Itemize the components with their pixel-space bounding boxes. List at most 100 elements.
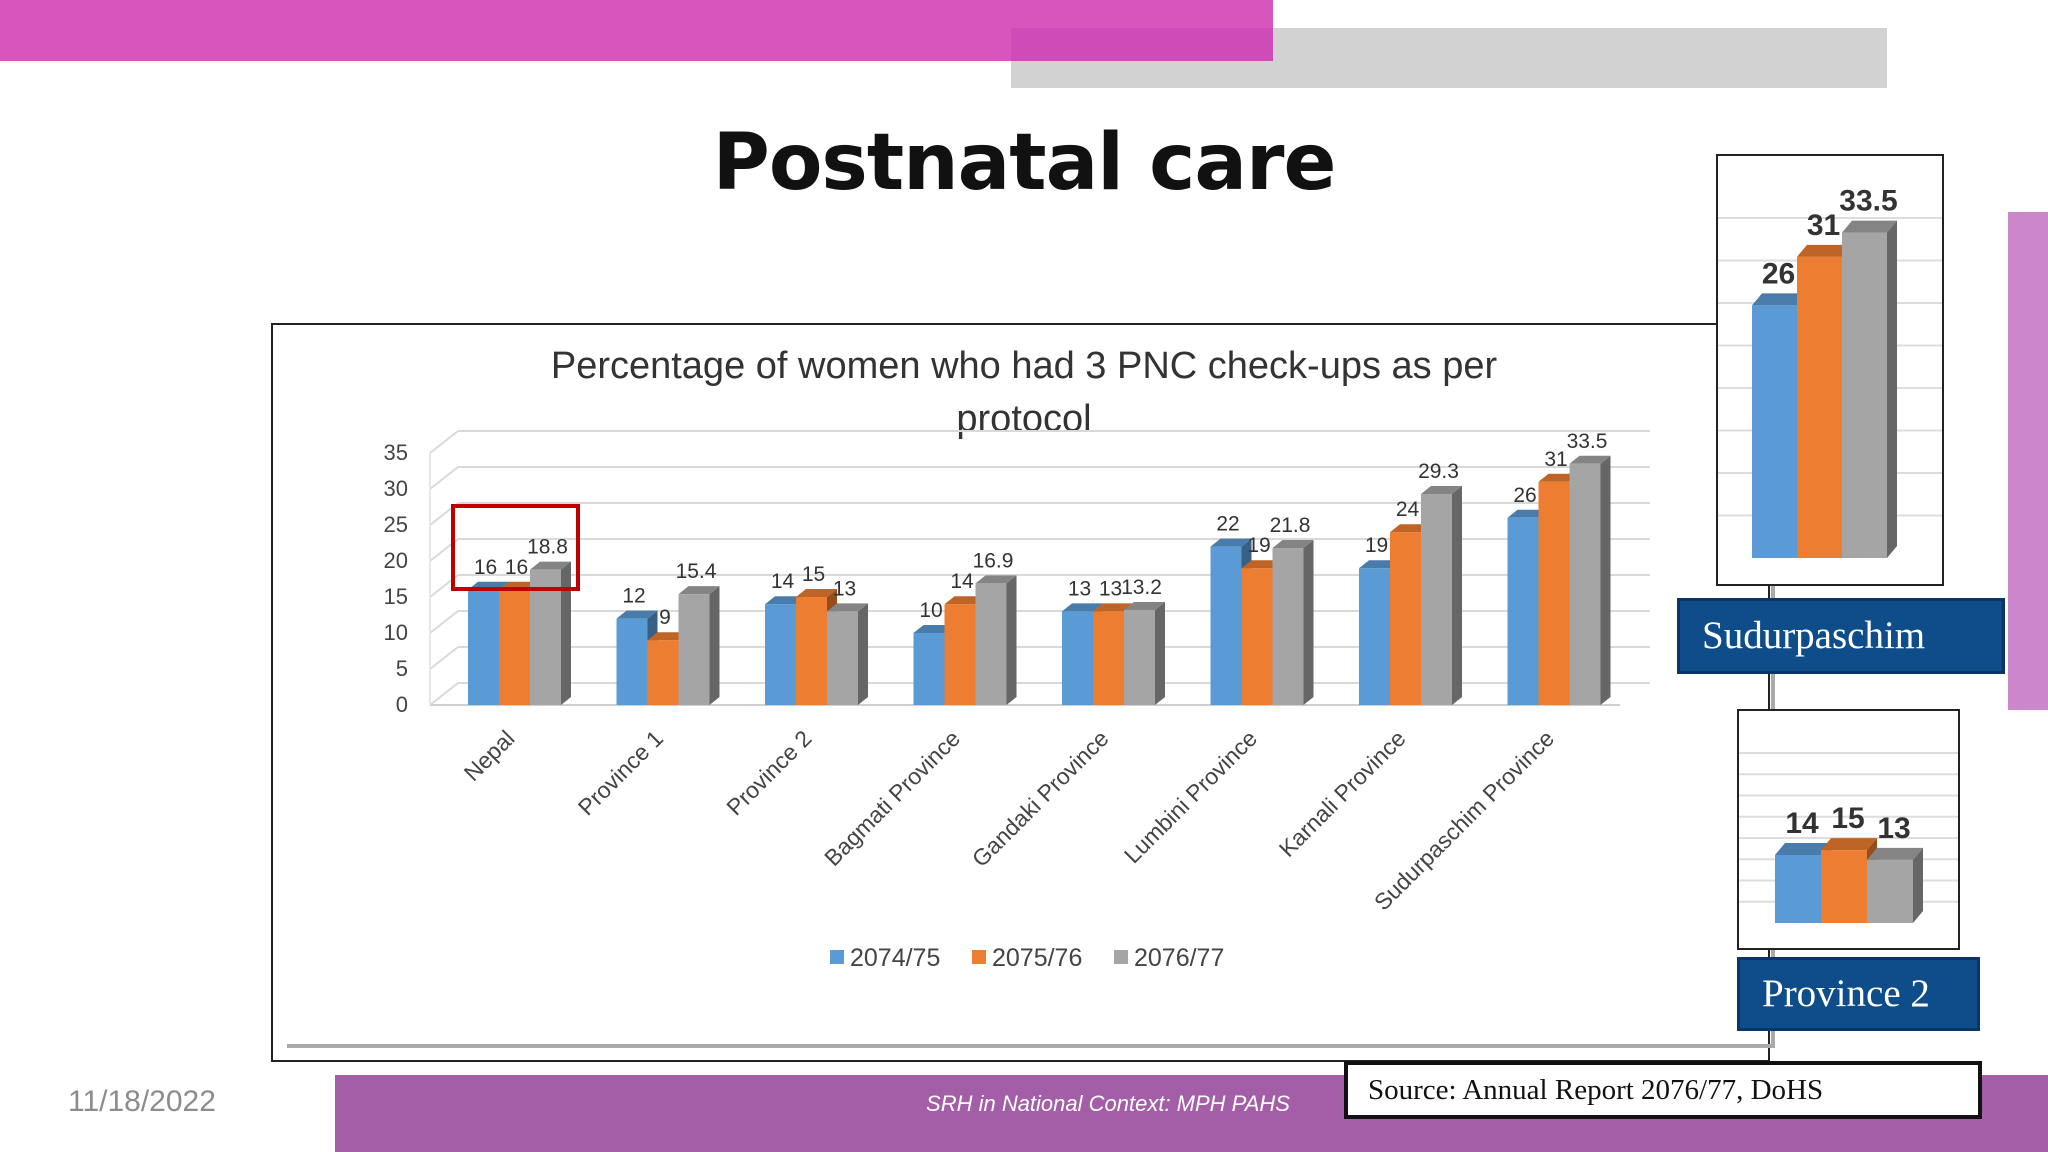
bar: [944, 604, 976, 705]
y-tick-label: 10: [384, 620, 408, 645]
gridline-depth: [429, 646, 459, 670]
inset-bar-top: [1867, 847, 1923, 860]
data-label: 26: [1513, 484, 1536, 507]
chart-title-line: Percentage of women who had 3 PNC check-…: [551, 345, 1498, 387]
bar-top: [1241, 560, 1283, 569]
sudurpaschim-inset: 26 31 33.5: [1716, 154, 1944, 586]
inset-bar: [1842, 232, 1887, 559]
bar-top: [1421, 486, 1462, 495]
data-label: 15: [802, 563, 825, 586]
bar: [1241, 568, 1273, 705]
data-label: 16.9: [973, 549, 1014, 572]
bar-top: [796, 589, 837, 597]
legend-swatch: [830, 950, 844, 964]
bar: [1093, 611, 1124, 705]
data-label: 18.8: [527, 536, 568, 559]
inset-bar: [1752, 305, 1797, 558]
inset-bar-top: [1821, 838, 1877, 851]
legend-swatch: [1114, 950, 1128, 964]
y-tick-label: 20: [384, 548, 408, 573]
bar: [1507, 517, 1539, 705]
inset-data-label: 15: [1831, 802, 1864, 835]
data-label: 13: [1068, 577, 1091, 600]
bar-side: [1155, 601, 1165, 705]
bar-top: [1507, 509, 1549, 518]
top-band-overlap: [1011, 28, 1273, 61]
data-label: 13: [833, 577, 856, 600]
bar-top: [827, 603, 868, 612]
gridline-depth: [429, 610, 459, 634]
right-accent-strip: [2008, 212, 2048, 710]
data-label: 19: [1247, 534, 1270, 557]
bar-top: [678, 586, 720, 595]
bar-top: [1062, 603, 1103, 612]
x-category-label: Gandaki Province: [967, 725, 1114, 872]
source-note: Source: Annual Report 2076/77, DoHS: [1344, 1061, 1982, 1119]
slide-date: 11/18/2022: [68, 1085, 216, 1118]
slide-title: Postnatal care: [712, 118, 1337, 208]
bar: [1210, 546, 1242, 705]
x-category-label: Bagmati Province: [819, 725, 965, 871]
bar-top: [647, 632, 689, 641]
bar-top: [1272, 540, 1314, 549]
bar: [1569, 463, 1601, 705]
data-label: 16: [505, 556, 528, 579]
bar: [1124, 609, 1155, 705]
data-label: 19: [1365, 534, 1388, 557]
inset-bar: [1775, 855, 1821, 923]
bar-top: [944, 596, 986, 605]
bar-top: [1569, 455, 1611, 464]
inset-data-label: 13: [1877, 812, 1910, 845]
bar: [468, 589, 499, 705]
bar: [1359, 568, 1390, 705]
data-label: 22: [1216, 513, 1239, 536]
bar-top: [1093, 603, 1134, 612]
province-2-label: Province 2: [1737, 957, 1980, 1031]
data-label: 13: [1099, 577, 1122, 600]
y-tick-label: 30: [384, 476, 408, 501]
data-label: 14: [950, 570, 974, 593]
data-label: 15.4: [676, 560, 717, 583]
inset-data-label: 26: [1762, 257, 1795, 290]
footer-text: SRH in National Context: MPH PAHS: [926, 1091, 1290, 1116]
data-label: 24: [1396, 498, 1420, 521]
bar: [616, 618, 648, 705]
province-2-inset: 14 15 13: [1737, 709, 1960, 950]
bar: [647, 640, 679, 705]
bar-top: [1359, 560, 1400, 569]
bar-side: [1600, 455, 1611, 705]
data-label: 14: [771, 570, 795, 593]
bar: [1538, 481, 1570, 705]
x-category-label: Nepal: [459, 725, 520, 786]
data-label: 29.3: [1418, 460, 1459, 483]
bar-top: [975, 575, 1017, 584]
data-label: 13.2: [1121, 576, 1162, 599]
bar-top: [530, 561, 571, 570]
bar: [499, 589, 530, 705]
inset-bar-top: [1842, 220, 1897, 233]
x-category-label: Lumbini Province: [1119, 725, 1262, 868]
bar: [1272, 548, 1304, 705]
chart-inner-frame: [287, 325, 1775, 1048]
y-tick-label: 0: [396, 692, 408, 717]
bar: [530, 569, 561, 705]
bar-top: [616, 610, 658, 619]
x-category-label: Karnali Province: [1274, 725, 1411, 862]
bar: [678, 594, 710, 705]
y-tick-label: 35: [384, 440, 408, 465]
bar-top: [1538, 473, 1580, 482]
bar-side: [561, 561, 571, 705]
data-label: 31: [1544, 448, 1567, 471]
legend-label: 2076/77: [1134, 944, 1224, 972]
inset-bar-top: [1775, 843, 1831, 855]
sudurpaschim-label: Sudurpaschim: [1677, 598, 2005, 674]
bar: [765, 604, 796, 705]
y-tick-label: 25: [384, 512, 408, 537]
bar-side: [709, 586, 720, 705]
inset-bar-side: [1887, 220, 1897, 559]
y-tick-label: 15: [384, 584, 408, 609]
inset-bar-top: [1797, 244, 1852, 257]
inset-data-label: 33.5: [1839, 185, 1897, 218]
inset-bar: [1797, 256, 1842, 558]
